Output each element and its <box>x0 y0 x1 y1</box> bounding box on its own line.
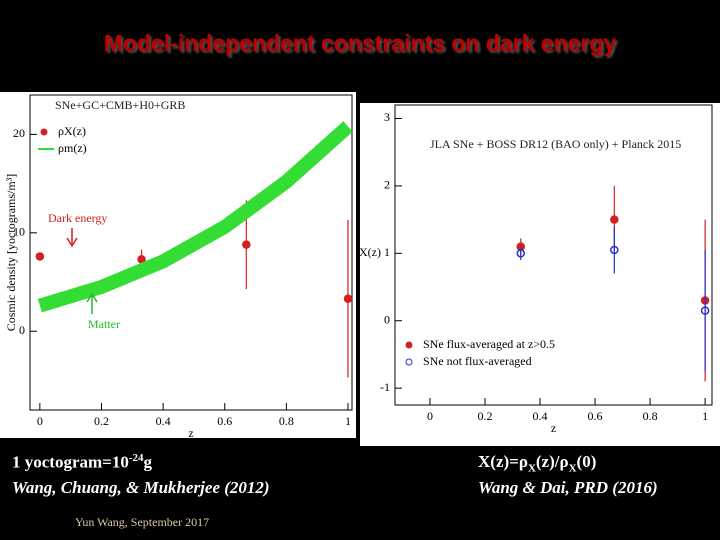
eq-part: (z)/ρ <box>535 452 569 471</box>
eq-sub: X <box>568 462 577 475</box>
data-point <box>610 245 619 255</box>
arrow <box>66 228 78 248</box>
eq-sub: X <box>527 462 536 475</box>
x-tick-label: 0 <box>37 414 43 428</box>
y-axis-label: X(z) <box>359 245 381 259</box>
citation-text: Wang & Dai, PRD (2016) <box>478 478 658 497</box>
x-tick-label: 0.6 <box>588 409 603 423</box>
eq-part: (0) <box>576 452 597 471</box>
citation: Wang & Dai, PRD (2016) <box>478 478 658 498</box>
legend-label: SNe flux-averaged at z>0.5 <box>423 337 555 351</box>
y-tick-label: 1 <box>384 245 390 259</box>
legend-label: ρX(z) <box>58 124 86 138</box>
equation: X(z)=ρX(z)/ρX(0) <box>478 452 596 474</box>
citation-text: Wang, Chuang, & Mukherjee (2012) <box>12 478 270 497</box>
unit-text: g <box>143 452 153 472</box>
legend-label: SNe not flux-averaged <box>423 354 532 368</box>
x-tick-label: 0.2 <box>477 409 492 423</box>
unit-text: 1 yoctogram=10 <box>12 452 129 472</box>
x-axis-label: z <box>188 426 193 440</box>
x-tick-label: 0.4 <box>533 409 548 423</box>
footer: Yun Wang, September 2017 <box>75 515 210 529</box>
annotation: SNe+GC+CMB+H0+GRB <box>55 98 185 112</box>
y-tick-label: 0 <box>19 323 25 337</box>
x-axis-label: z <box>551 421 556 435</box>
y-tick-label: 0 <box>384 312 390 326</box>
legend-swatch <box>405 358 413 366</box>
data-point <box>35 252 45 261</box>
unit-note: 1 yoctogram=10-24g <box>12 452 152 473</box>
annotation: Dark energy <box>48 211 107 225</box>
legend-label: ρm(z) <box>58 141 87 155</box>
y-tick-label: 3 <box>384 110 390 124</box>
data-point <box>700 306 710 315</box>
x-tick-label: 0 <box>427 409 433 423</box>
slide-title: Model-independent constraints on dark en… <box>103 30 617 56</box>
x-tick-label: 0.4 <box>156 414 171 428</box>
y-tick-label: 10 <box>13 225 25 239</box>
y-axis-label: Cosmic density [yoctograms/m³] <box>4 174 18 332</box>
y-tick-label: 2 <box>384 178 390 192</box>
plot-frame <box>394 104 713 406</box>
plot-frame <box>29 94 353 411</box>
data-point <box>343 294 353 304</box>
x-tick-label: 0.2 <box>94 414 109 428</box>
y-tick-label: -1 <box>380 380 390 394</box>
x-tick-label: 0.6 <box>217 414 232 428</box>
y-tick-label: 20 <box>13 126 25 140</box>
x-tick-label: 0.8 <box>643 409 658 423</box>
annotation: JLA SNe + BOSS DR12 (BAO only) + Planck … <box>430 137 681 151</box>
x-tick-label: 1 <box>702 409 708 423</box>
data-point <box>610 215 619 224</box>
arrow <box>86 292 98 314</box>
legend-swatch <box>40 128 48 136</box>
data-point <box>516 249 526 258</box>
eq-part: X(z)=ρ <box>478 452 528 471</box>
right-figure-bg <box>360 103 720 446</box>
legend-swatch <box>405 341 413 349</box>
x-tick-label: 0.8 <box>279 414 294 428</box>
citation: Wang, Chuang, & Mukherjee (2012) <box>12 478 270 498</box>
x-tick-label: 1 <box>345 414 351 428</box>
unit-exponent: -24 <box>128 452 144 464</box>
data-point <box>242 240 251 249</box>
series-line <box>37 121 353 313</box>
annotation: Matter <box>88 317 120 331</box>
left-figure-bg <box>0 92 356 438</box>
